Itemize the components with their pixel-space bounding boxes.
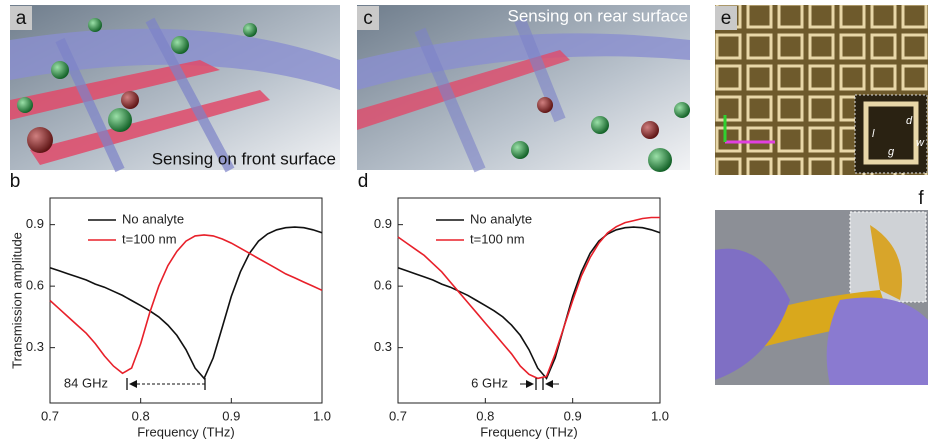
panel-letter: c bbox=[363, 8, 373, 29]
y-axis-title: Transmission amplitude bbox=[9, 232, 24, 369]
panel-letter: d bbox=[358, 171, 369, 192]
x-tick-label: 1.0 bbox=[651, 408, 669, 423]
x-tick-label: 0.7 bbox=[389, 408, 407, 423]
x-tick-label: 0.8 bbox=[476, 408, 494, 423]
inset-label: w bbox=[916, 137, 925, 149]
legend-label: t=100 nm bbox=[470, 231, 525, 246]
legend-label: t=100 nm bbox=[122, 231, 177, 246]
y-tick-label: 0.6 bbox=[374, 278, 392, 293]
panel-letter: f bbox=[918, 188, 924, 209]
panel-caption: Sensing on rear surface bbox=[508, 6, 689, 25]
legend-label: No analyte bbox=[122, 211, 184, 226]
y-tick-label: 0.3 bbox=[374, 339, 392, 354]
series-line bbox=[49, 226, 323, 380]
annotation: 84 GHz bbox=[64, 375, 108, 390]
label-box bbox=[715, 6, 737, 30]
x-tick-label: 0.8 bbox=[132, 408, 150, 423]
y-tick-label: 0.3 bbox=[26, 339, 44, 354]
y-tick-label: 0.9 bbox=[26, 216, 44, 231]
panel-c-image bbox=[357, 5, 690, 173]
inset-label: d bbox=[906, 115, 913, 127]
arrow-head bbox=[526, 380, 534, 388]
legend-label: No analyte bbox=[470, 211, 532, 226]
panel-caption: Sensing on front surface bbox=[152, 149, 336, 168]
series-line bbox=[397, 226, 661, 380]
x-tick-label: 0.9 bbox=[564, 408, 582, 423]
x-tick-label: 0.9 bbox=[222, 408, 240, 423]
annotation: 6 GHz bbox=[471, 375, 508, 390]
inset-label: l bbox=[872, 128, 875, 140]
y-tick-label: 0.6 bbox=[26, 278, 44, 293]
inset-label: g bbox=[888, 146, 895, 158]
panel-letter: e bbox=[721, 8, 732, 29]
series-line bbox=[397, 216, 660, 380]
panel-letter: b bbox=[10, 171, 21, 192]
panel-f-image bbox=[715, 210, 928, 385]
y-tick-label: 0.9 bbox=[374, 216, 392, 231]
label-box bbox=[10, 6, 32, 30]
x-axis-title: Frequency (THz) bbox=[137, 424, 235, 439]
arrow-head bbox=[545, 380, 553, 388]
series-line bbox=[49, 234, 323, 375]
arrow-head bbox=[129, 380, 137, 388]
x-tick-label: 1.0 bbox=[313, 408, 331, 423]
label-box bbox=[357, 6, 379, 30]
panel-a-image bbox=[10, 5, 340, 173]
x-axis-title: Frequency (THz) bbox=[480, 424, 578, 439]
plot-frame bbox=[397, 197, 661, 404]
panel-letter: a bbox=[16, 8, 27, 29]
panel-e-image bbox=[715, 5, 928, 175]
x-tick-label: 0.7 bbox=[41, 408, 59, 423]
